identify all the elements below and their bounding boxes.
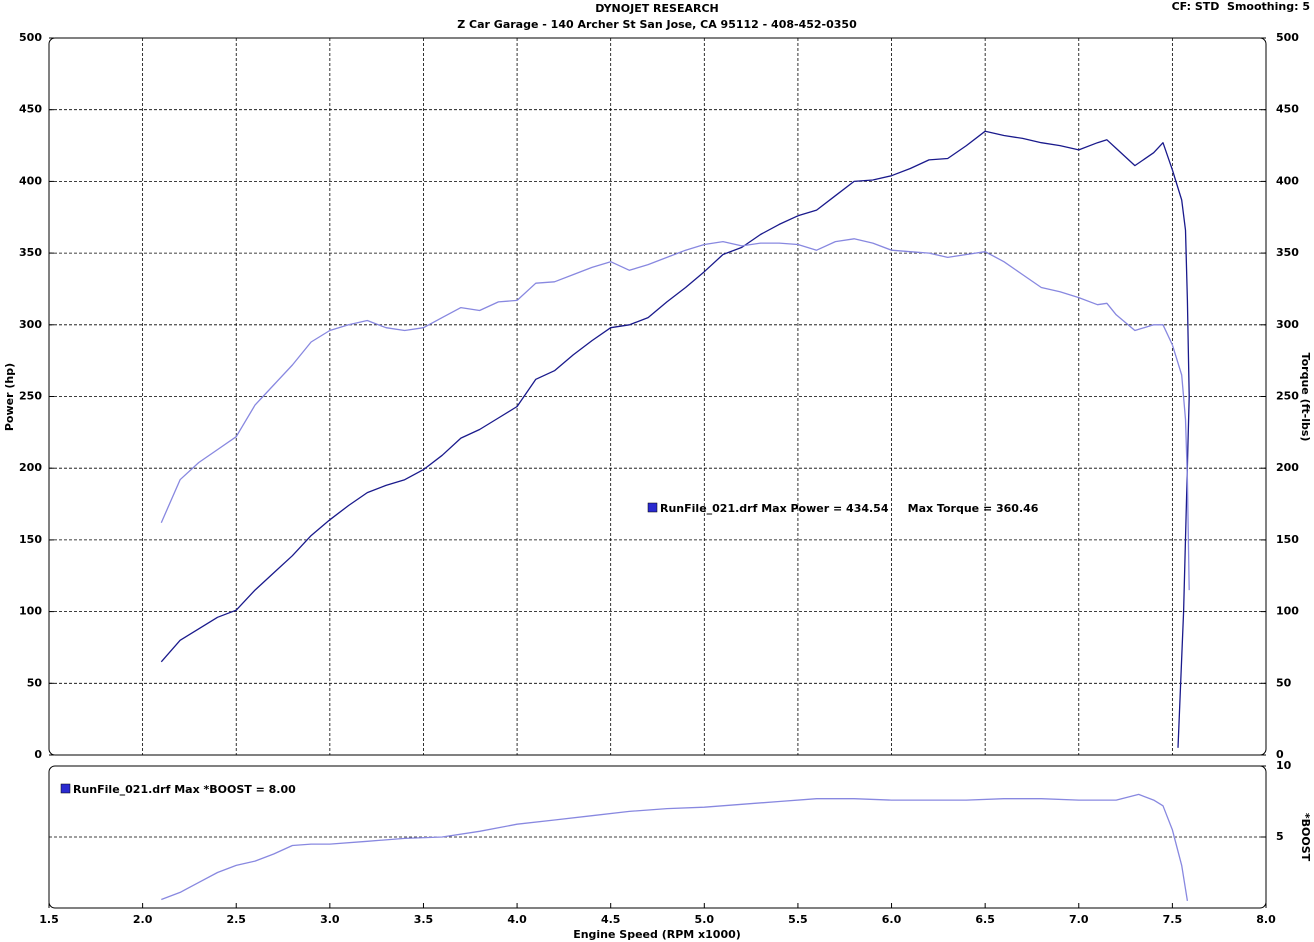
y-tick-label: 50 [27,676,43,689]
y2-tick-label: 100 [1276,605,1299,618]
y-tick-label: 0 [34,748,42,761]
series-line [161,793,1189,902]
x-tick-label: 5.5 [788,913,808,926]
y2-axis-label: Torque (ft-lbs) [1299,353,1312,442]
y2-tick-label: 400 [1276,174,1299,187]
y2-tick-label: 150 [1276,533,1299,546]
annotation: RunFile_021.drf Max *BOOST = 8.00 [73,783,296,796]
x-tick-label: 2.0 [133,913,153,926]
x-tick-label: 6.0 [882,913,902,926]
x-tick-label: 4.5 [601,913,621,926]
y-axis-label: Power (hp) [3,363,16,431]
y-tick-label: 100 [19,605,42,618]
annotation: RunFile_021.drf Max Power = 434.54 Max T… [660,502,1039,515]
y-tick-label: 200 [19,461,42,474]
y-tick-label: 350 [19,246,42,259]
y-tick-label: 450 [19,103,42,116]
y-tick-label: 500 [19,31,42,44]
x-tick-label: 1.5 [39,913,59,926]
y2-tick-label: 300 [1276,318,1299,331]
y2-tick-label: 5 [1276,830,1284,843]
y-tick-label: 300 [19,318,42,331]
y-tick-label: 150 [19,533,42,546]
y2-tick-label: 0 [1276,748,1284,761]
settings: CF: STD Smoothing: 5 [1172,0,1310,13]
y2-tick-label: 500 [1276,31,1299,44]
x-tick-label: 6.5 [975,913,995,926]
x-axis-label: Engine Speed (RPM x1000) [573,928,741,941]
x-tick-label: 7.5 [1163,913,1183,926]
series-line [160,238,1190,591]
x-tick-label: 5.0 [695,913,715,926]
x-tick-label: 2.5 [226,913,246,926]
legend-icon [60,783,71,794]
y2-tick-label: 250 [1276,390,1299,403]
x-tick-label: 3.5 [414,913,434,926]
y-tick-label: 250 [19,390,42,403]
y2-tick-label: 10 [1276,759,1292,772]
chart-subtitle: Z Car Garage - 140 Archer St San Jose, C… [457,18,857,31]
boost-axis-label: *BOOST [1299,813,1312,862]
y-tick-label: 400 [19,174,42,187]
x-tick-label: 7.0 [1069,913,1089,926]
y2-tick-label: 50 [1276,676,1292,689]
x-tick-label: 3.0 [320,913,340,926]
x-tick-label: 8.0 [1256,913,1276,926]
chart-title: DYNOJET RESEARCH [595,2,718,15]
y2-tick-label: 350 [1276,246,1299,259]
y2-tick-label: 200 [1276,461,1299,474]
y2-tick-label: 450 [1276,103,1299,116]
series-line [160,130,1190,748]
x-tick-label: 4.0 [507,913,527,926]
legend-icon [647,502,658,513]
